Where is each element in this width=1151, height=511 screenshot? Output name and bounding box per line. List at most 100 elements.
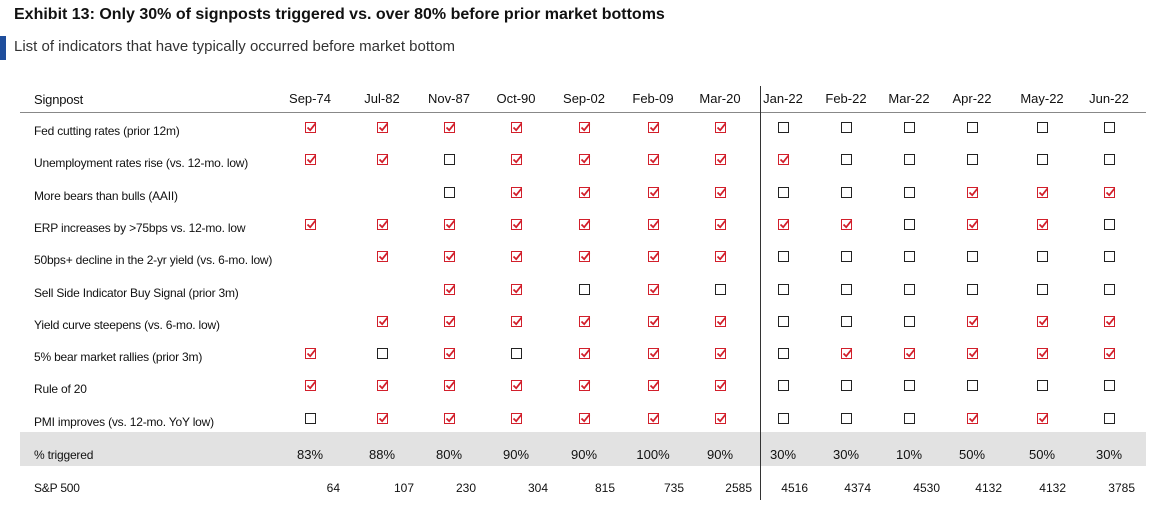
- checked-box-icon: [579, 122, 591, 133]
- empty-checkbox-icon: [967, 283, 978, 295]
- checked-box-icon: [579, 251, 591, 263]
- checked-box-icon: [904, 348, 916, 360]
- column-header: Mar-20: [699, 91, 741, 106]
- empty-checkbox-icon: [904, 251, 915, 263]
- checked-box-icon: [1037, 315, 1049, 327]
- checked-box-icon: [579, 315, 591, 327]
- checked-box-icon: [1104, 315, 1116, 327]
- empty-checkbox-icon: [841, 251, 852, 263]
- checked-box-icon: [377, 218, 389, 230]
- empty-checkbox-icon: [967, 154, 978, 166]
- checked-box-icon: [305, 348, 317, 360]
- sp500-label: S&P 500: [34, 481, 80, 495]
- period-divider: [760, 86, 761, 500]
- empty-checkbox-icon: [778, 122, 789, 133]
- empty-checkbox-icon: [1037, 154, 1048, 166]
- signpost-label: Unemployment rates rise (vs. 12-mo. low): [34, 156, 249, 171]
- sp500-value: 735: [663, 481, 684, 495]
- signpost-header: Signpost: [34, 92, 83, 107]
- triggered-value: 90%: [706, 447, 734, 462]
- triggered-label: % triggered: [34, 448, 94, 462]
- checked-box-icon: [579, 380, 591, 392]
- checked-box-icon: [778, 218, 790, 230]
- empty-checkbox-icon: [967, 380, 978, 392]
- empty-checkbox-icon: [967, 122, 978, 133]
- checked-box-icon: [305, 218, 317, 230]
- empty-checkbox-icon: [778, 348, 789, 360]
- sp500-value: 107: [393, 481, 414, 495]
- column-header: Feb-09: [632, 91, 674, 106]
- triggered-value: 50%: [1028, 447, 1056, 462]
- checked-box-icon: [967, 186, 979, 198]
- sp500-value: 4374: [844, 481, 871, 495]
- triggered-value: 90%: [570, 447, 598, 462]
- column-header: Jan-22: [763, 91, 803, 106]
- checked-box-icon: [511, 283, 523, 295]
- checked-box-icon: [648, 348, 660, 360]
- sp500-value: 4132: [975, 481, 1002, 495]
- checked-box-icon: [1037, 218, 1049, 230]
- empty-checkbox-icon: [1037, 122, 1048, 133]
- empty-checkbox-icon: [841, 315, 852, 327]
- checked-box-icon: [579, 186, 591, 198]
- checked-box-icon: [715, 315, 727, 327]
- checked-box-icon: [715, 412, 727, 424]
- empty-checkbox-icon: [904, 380, 915, 392]
- checked-box-icon: [715, 122, 727, 133]
- checked-box-icon: [715, 348, 727, 360]
- checked-box-icon: [841, 348, 853, 360]
- empty-checkbox-icon: [1037, 283, 1048, 295]
- signpost-label: Yield curve steepens (vs. 6-mo. low): [34, 317, 220, 332]
- empty-checkbox-icon: [904, 186, 915, 198]
- triggered-value: 100%: [636, 447, 670, 462]
- signpost-label: ERP increases by >75bps vs. 12-mo. low: [34, 220, 246, 235]
- checked-box-icon: [305, 154, 317, 166]
- signpost-label: PMI improves (vs. 12-mo. YoY low): [34, 414, 214, 429]
- exhibit-subtitle: List of indicators that have typically o…: [14, 38, 456, 55]
- checked-box-icon: [377, 122, 389, 133]
- checked-box-icon: [444, 348, 456, 360]
- empty-checkbox-icon: [841, 122, 852, 133]
- checked-box-icon: [648, 154, 660, 166]
- column-header: Sep-02: [563, 91, 605, 106]
- triggered-value: 50%: [958, 447, 986, 462]
- sp500-value: 304: [527, 481, 548, 495]
- signpost-label: Fed cutting rates (prior 12m): [34, 124, 180, 138]
- checked-box-icon: [1037, 186, 1049, 198]
- accent-bar: [0, 36, 6, 60]
- checked-box-icon: [511, 154, 523, 166]
- checked-box-icon: [377, 315, 389, 327]
- checked-box-icon: [648, 122, 660, 133]
- checked-box-icon: [648, 380, 660, 392]
- empty-checkbox-icon: [841, 186, 852, 198]
- triggered-value: 30%: [1095, 447, 1123, 462]
- empty-checkbox-icon: [778, 186, 789, 198]
- triggered-value: 83%: [296, 447, 324, 462]
- checked-box-icon: [377, 154, 389, 166]
- empty-checkbox-icon: [841, 380, 852, 392]
- triggered-value: 90%: [502, 447, 530, 462]
- checked-box-icon: [967, 348, 979, 360]
- empty-checkbox-icon: [1104, 380, 1115, 392]
- empty-checkbox-icon: [1104, 154, 1115, 166]
- checked-box-icon: [841, 218, 853, 230]
- empty-checkbox-icon: [904, 283, 915, 295]
- checked-box-icon: [1037, 348, 1049, 360]
- sp500-value: 3785: [1108, 481, 1135, 495]
- checked-box-icon: [444, 283, 456, 295]
- triggered-value: 30%: [769, 447, 797, 462]
- signpost-label: Sell Side Indicator Buy Signal (prior 3m…: [34, 285, 239, 300]
- checked-box-icon: [444, 122, 456, 133]
- checked-box-icon: [444, 218, 456, 230]
- checked-box-icon: [1104, 348, 1116, 360]
- checked-box-icon: [778, 154, 790, 166]
- checked-box-icon: [715, 154, 727, 166]
- checked-box-icon: [511, 122, 523, 133]
- column-header: May-22: [1020, 91, 1064, 106]
- empty-checkbox-icon: [305, 412, 316, 424]
- checked-box-icon: [511, 412, 523, 424]
- checked-box-icon: [579, 412, 591, 424]
- column-header: Mar-22: [888, 91, 930, 106]
- sp500-value: 815: [594, 481, 615, 495]
- triggered-value: 88%: [368, 447, 396, 462]
